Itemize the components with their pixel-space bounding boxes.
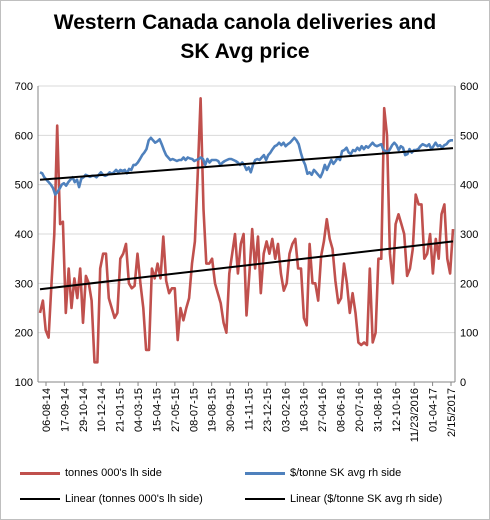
x-tick-label: 03-02-16 <box>280 388 292 432</box>
x-tick-label: 2/15/2017 <box>446 388 458 437</box>
x-tick-label: 10-12-14 <box>96 388 108 432</box>
legend-label-tonnes-trend: Linear (tonnes 000's lh side) <box>65 493 203 505</box>
x-tick-label: 04-03-15 <box>133 388 145 432</box>
legend-item-tonnes-trend: Linear (tonnes 000's lh side) <box>20 492 203 506</box>
series-price-line <box>39 136 453 196</box>
x-tick-label: 30-09-15 <box>225 388 237 432</box>
right-tick-label: 100 <box>460 328 478 340</box>
chart-legend: tonnes 000's lh side $/tonne SK avg rh s… <box>20 462 480 512</box>
legend-label-price-trend: Linear ($/tonne SK avg rh side) <box>290 493 443 505</box>
x-tick-label: 08-07-15 <box>188 388 200 432</box>
x-tick-label: 31-08-16 <box>372 388 384 432</box>
x-tick-label: 06-08-14 <box>41 388 53 432</box>
right-tick-label: 500 <box>460 130 478 142</box>
right-tick-label: 600 <box>460 81 478 93</box>
x-tick-label: 11/23/2016 <box>409 388 421 442</box>
legend-swatch-tonnes-trend <box>20 498 60 501</box>
legend-label-price: $/tonne SK avg rh side <box>290 467 402 479</box>
legend-item-price-trend: Linear ($/tonne SK avg rh side) <box>245 492 442 506</box>
x-tick-label: 15-04-15 <box>151 388 163 432</box>
x-tick-label: 01-04-17 <box>428 388 440 432</box>
left-tick-label: 300 <box>15 278 33 290</box>
legend-label-tonnes: tonnes 000's lh side <box>65 467 162 479</box>
x-tick-label: 08-06-16 <box>336 388 348 432</box>
x-tick-label: 23-12-15 <box>262 388 274 432</box>
right-tick-label: 400 <box>460 180 478 192</box>
left-tick-label: 600 <box>15 130 33 142</box>
legend-swatch-price-trend <box>245 498 285 501</box>
x-tick-label: 19-08-15 <box>207 388 219 432</box>
right-tick-label: 0 <box>460 377 466 389</box>
right-tick-label: 300 <box>460 229 478 241</box>
chart-title-line-1: Western Canada canola deliveries and <box>53 11 437 34</box>
right-tick-label: 200 <box>460 278 478 290</box>
x-tick-label: 11-11-15 <box>244 388 256 430</box>
chart-title-line-2: SK Avg price <box>180 40 310 63</box>
legend-swatch-tonnes <box>20 471 60 475</box>
chart-title: Western Canada canola deliveries and SK … <box>0 8 490 66</box>
x-tick-label: 27-05-15 <box>170 388 182 432</box>
x-tick-label: 27-04-16 <box>317 388 329 432</box>
x-tick-label: 16-03-16 <box>299 388 311 432</box>
trendline-tonnes <box>39 240 454 291</box>
x-tick-label: 12-10-16 <box>391 388 403 432</box>
x-tick-label: 21-01-15 <box>115 388 127 432</box>
left-tick-label: 500 <box>15 180 33 192</box>
series-tonnes-line <box>38 97 455 364</box>
legend-swatch-price <box>245 471 285 475</box>
x-tick-label: 17-09-14 <box>59 388 71 432</box>
left-tick-label: 200 <box>15 328 33 340</box>
left-tick-label: 400 <box>15 229 33 241</box>
x-tick-label: 20-07-16 <box>354 388 366 432</box>
trendline-price <box>39 147 454 181</box>
legend-item-tonnes: tonnes 000's lh side <box>20 466 162 480</box>
left-tick-label: 700 <box>15 81 33 93</box>
left-tick-label: 100 <box>15 377 33 389</box>
x-tick-label: 29-10-14 <box>78 388 90 432</box>
legend-item-price: $/tonne SK avg rh side <box>245 466 401 480</box>
